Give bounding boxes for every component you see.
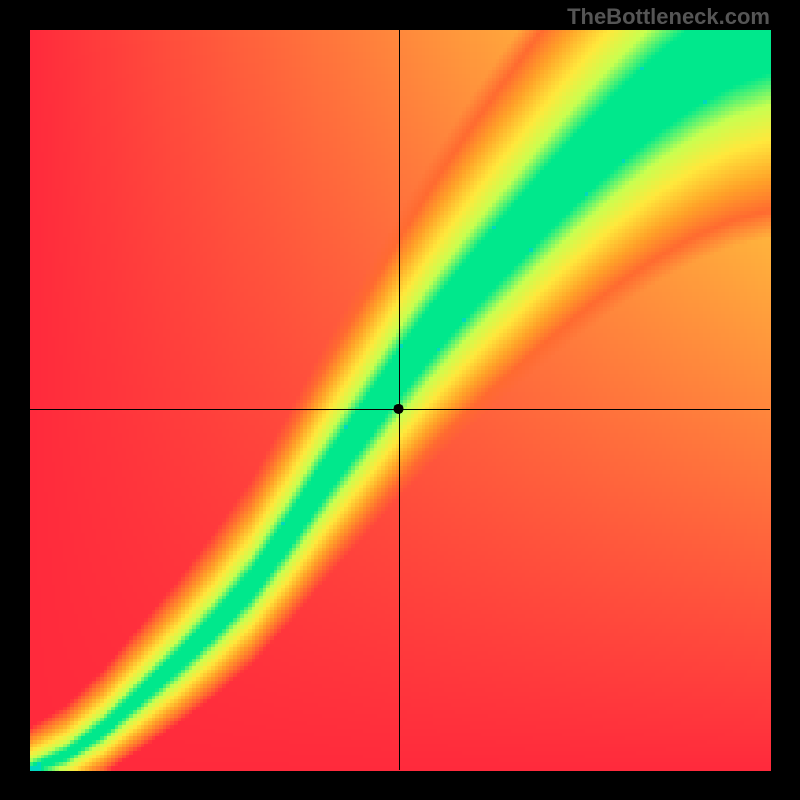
watermark-text: TheBottleneck.com <box>567 4 770 30</box>
